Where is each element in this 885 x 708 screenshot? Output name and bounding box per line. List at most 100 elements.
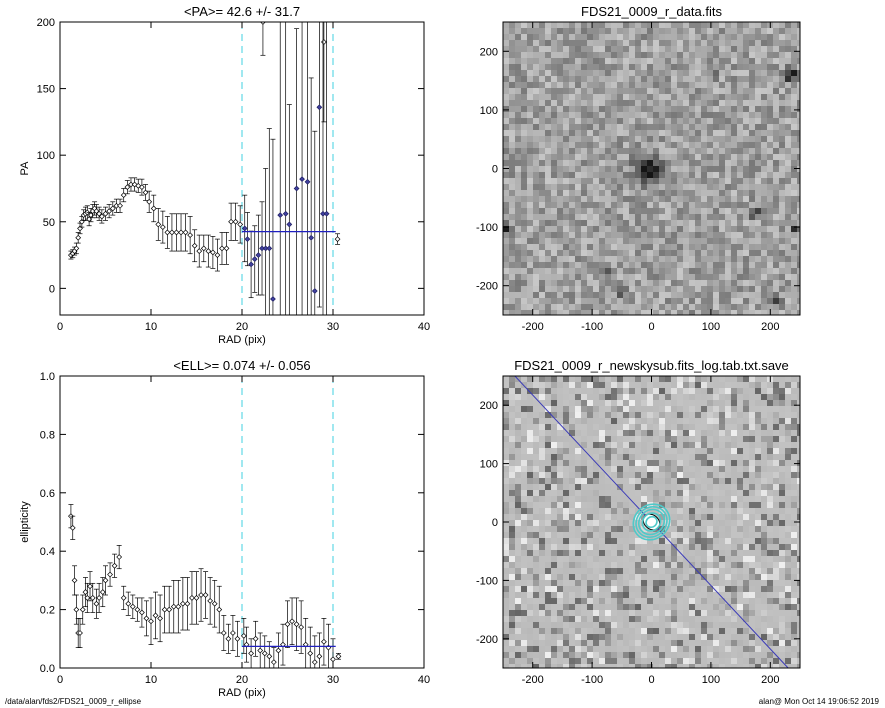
data-image-pixel — [713, 64, 719, 70]
data-image-pixel — [509, 298, 515, 304]
data-image-pixel — [551, 256, 557, 262]
sub-image-pixel — [593, 442, 599, 448]
sub-image-pixel — [713, 406, 719, 412]
sub-image-pixel — [551, 448, 557, 454]
data-image-pixel — [575, 202, 581, 208]
sub-image-pixel — [695, 382, 701, 388]
data-image-pixel — [515, 118, 521, 124]
data-image-pixel — [563, 286, 569, 292]
data-image-pixel — [779, 64, 785, 70]
sub-image-pixel — [707, 412, 713, 418]
data-image-pixel — [593, 172, 599, 178]
sub-image-pixel — [539, 394, 545, 400]
sub-image-pixel — [713, 472, 719, 478]
data-image-xtick-label: -100 — [581, 321, 603, 333]
data-image-pixel — [617, 184, 623, 190]
sub-image-pixel — [527, 508, 533, 514]
sub-image-pixel — [665, 448, 671, 454]
sub-image-pixel — [767, 514, 773, 520]
pa-chart-data-point — [73, 245, 80, 252]
sub-image-pixel — [593, 454, 599, 460]
sub-image-pixel — [713, 466, 719, 472]
data-image-pixel — [593, 232, 599, 238]
data-image-pixel — [611, 166, 617, 172]
sub-image-pixel — [791, 574, 797, 580]
data-image-pixel — [617, 130, 623, 136]
data-image-pixel — [539, 232, 545, 238]
data-image-pixel — [665, 124, 671, 130]
sub-image-pixel — [761, 388, 767, 394]
data-image-pixel — [587, 196, 593, 202]
sub-image-pixel — [749, 532, 755, 538]
data-image-pixel — [545, 196, 551, 202]
data-image-pixel — [659, 88, 665, 94]
sub-image-pixel — [581, 436, 587, 442]
sub-image-pixel — [509, 496, 515, 502]
sub-image-pixel — [617, 580, 623, 586]
sub-image-pixel — [791, 484, 797, 490]
sub-image-pixel — [725, 478, 731, 484]
data-image-pixel — [719, 82, 725, 88]
data-image-pixel — [653, 34, 659, 40]
data-image-pixel — [593, 142, 599, 148]
data-image-ytick-label: 200 — [480, 46, 498, 58]
data-image-pixel — [677, 262, 683, 268]
data-image-pixel — [539, 154, 545, 160]
sub-image-pixel — [767, 586, 773, 592]
data-image-pixel — [557, 166, 563, 172]
sub-image-pixel — [665, 496, 671, 502]
sub-image-pixel — [539, 490, 545, 496]
data-image-pixel — [551, 154, 557, 160]
data-image-pixel — [659, 46, 665, 52]
data-image-pixel — [629, 154, 635, 160]
sub-image-pixel — [605, 436, 611, 442]
data-image-pixel — [725, 262, 731, 268]
sub-image-pixel — [665, 544, 671, 550]
sub-image-pixel — [743, 406, 749, 412]
data-image-pixel — [785, 82, 791, 88]
sub-image-pixel — [509, 526, 515, 532]
pa-chart-data-point — [200, 245, 207, 252]
data-image-pixel — [575, 310, 581, 315]
sub-image-pixel — [545, 400, 551, 406]
data-image-pixel — [635, 112, 641, 118]
sub-image-pixel — [563, 544, 569, 550]
sub-image-pixel — [779, 400, 785, 406]
sub-image-pixel — [539, 466, 545, 472]
data-image-pixel — [695, 130, 701, 136]
sub-image-pixel — [557, 556, 563, 562]
data-image-pixel — [509, 274, 515, 280]
ell-chart-xtick-label: 40 — [418, 674, 430, 686]
sub-image-pixel — [719, 376, 725, 382]
sub-image-pixel — [569, 538, 575, 544]
data-image-pixel — [797, 184, 800, 190]
data-image-pixel — [599, 202, 605, 208]
sub-image-pixel — [797, 592, 800, 598]
sub-image-pixel — [515, 520, 521, 526]
sub-image-pixel — [647, 418, 653, 424]
sub-image-pixel — [557, 574, 563, 580]
data-image-pixel — [653, 238, 659, 244]
data-image-pixel — [725, 34, 731, 40]
data-image-pixel — [695, 34, 701, 40]
sub-image-pixel — [713, 538, 719, 544]
sub-image-pixel — [671, 556, 677, 562]
data-image-pixel — [527, 220, 533, 226]
data-image-pixel — [551, 100, 557, 106]
data-image-pixel — [635, 244, 641, 250]
sub-image-pixel — [569, 460, 575, 466]
data-image-pixel — [689, 274, 695, 280]
data-image-pixel — [761, 46, 767, 52]
sub-image-pixel — [665, 538, 671, 544]
sub-image-pixel — [785, 508, 791, 514]
data-image-pixel — [689, 82, 695, 88]
data-image-pixel — [731, 52, 737, 58]
sub-image-pixel — [677, 424, 683, 430]
sub-image-pixel — [533, 568, 539, 574]
sub-image-pixel — [665, 508, 671, 514]
data-image-pixel — [599, 310, 605, 315]
sub-image-pixel — [557, 376, 563, 382]
ell-chart-data-point — [166, 606, 173, 613]
sub-image-pixel — [605, 514, 611, 520]
data-image-pixel — [767, 244, 773, 250]
